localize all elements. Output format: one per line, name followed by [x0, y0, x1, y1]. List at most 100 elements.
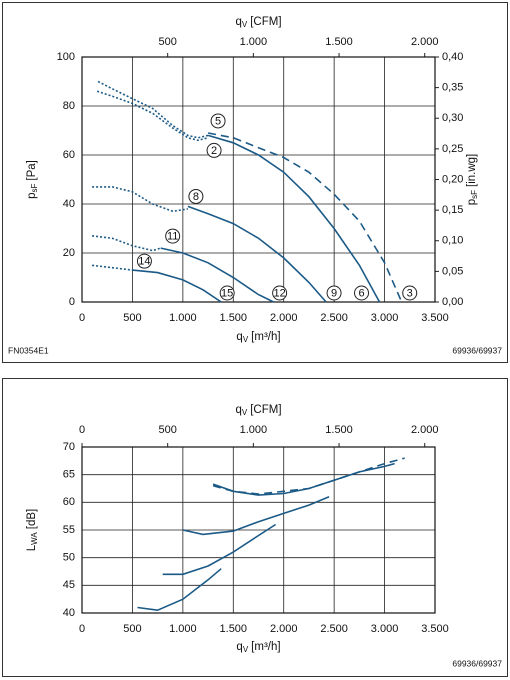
end-marker — [326, 285, 342, 301]
x2-tick-label: 1.500 — [325, 36, 353, 48]
series-line-dotted — [92, 235, 161, 252]
y2-tick-label: 0,35 — [442, 82, 463, 94]
y-tick-label: 65 — [63, 469, 75, 481]
x2-tick-label: 1.000 — [240, 424, 268, 436]
axis-title-unit: [Pa] — [26, 160, 38, 180]
x-tick-label: 1.000 — [169, 623, 197, 635]
series-line-dotted — [97, 80, 209, 139]
y-tick-label: 100 — [57, 51, 75, 63]
x-tick-label: 2.500 — [320, 623, 348, 635]
end-label: 6 — [358, 287, 364, 299]
series-line — [212, 462, 395, 496]
x2-tick-label: 2.000 — [411, 36, 439, 48]
series-marker — [188, 188, 204, 204]
x-tick-label: 0 — [79, 312, 85, 324]
axis-title-subscript: V — [243, 335, 249, 344]
note: 69936/69937 — [452, 345, 502, 355]
y-tick-label: 55 — [63, 524, 75, 536]
axis-title-symbol: p — [466, 199, 478, 205]
series-marker — [210, 113, 226, 129]
series-marker — [136, 253, 152, 269]
y2-tick-label: 0,10 — [442, 235, 463, 247]
series-name: 5 — [215, 115, 221, 127]
end-label: 3 — [407, 287, 413, 299]
series-line — [132, 269, 222, 303]
x-tick-label: 2.000 — [270, 623, 298, 635]
series-line-dotted — [92, 264, 133, 271]
x-tick-label: 3.000 — [371, 623, 399, 635]
x-tick-label: 2.000 — [270, 312, 298, 324]
end-label: 12 — [274, 287, 286, 299]
y-tick-label: 45 — [63, 579, 75, 591]
plot-frame — [81, 446, 436, 614]
note: FN0354E1 — [8, 345, 49, 355]
axis-title-unit: [in.wg] — [466, 154, 478, 187]
x-tick-label: 3.000 — [371, 312, 399, 324]
note: 69936/69937 — [452, 658, 502, 668]
x-tick-label: 2.500 — [320, 312, 348, 324]
y2-tick-label: 0,20 — [442, 173, 463, 185]
series-name: 2 — [211, 145, 217, 157]
series-marker — [206, 142, 222, 158]
x-tick-label: 3.500 — [421, 623, 449, 635]
y2-tick-label: 0,30 — [442, 112, 463, 124]
axis-title-symbol: q — [235, 16, 241, 28]
end-marker — [272, 285, 288, 301]
y-tick-label: 60 — [63, 149, 75, 161]
axis-title: qV [m³/h] — [236, 641, 280, 654]
panel-frame — [2, 2, 508, 363]
x2-tick-label: 2.000 — [411, 424, 439, 436]
axis-title-subscript: WA — [30, 532, 39, 545]
axis-title: LWA [dB] — [26, 509, 39, 551]
y-tick-label: 70 — [63, 441, 75, 453]
series-line — [137, 568, 222, 612]
y2-tick-label: 0,00 — [442, 296, 463, 308]
axis-title-unit: [CFM] — [250, 404, 281, 416]
end-label: 9 — [331, 287, 337, 299]
axis-title-subscript: sF — [30, 183, 39, 192]
series-marker — [165, 228, 181, 244]
x-tick-label: 1.000 — [169, 312, 197, 324]
y-tick-label: 50 — [63, 552, 75, 564]
y-tick-label: 20 — [63, 247, 75, 259]
y2-tick-label: 0,05 — [442, 265, 463, 277]
series-name: 14 — [138, 256, 150, 268]
x2-tick-label: 1.000 — [240, 36, 268, 48]
axis-title-subscript: V — [242, 408, 248, 417]
axis-title: qV [CFM] — [235, 404, 281, 417]
end-marker — [219, 285, 235, 301]
y-tick-label: 60 — [63, 496, 75, 508]
x-tick-label: 1.500 — [220, 623, 248, 635]
x2-tick-label: 500 — [158, 424, 176, 436]
series-line — [207, 132, 403, 303]
axis-title: qV [m³/h] — [236, 331, 280, 344]
axis-title-symbol: p — [26, 192, 38, 198]
series-line — [160, 247, 274, 303]
end-label: 15 — [221, 287, 233, 299]
series-line-dotted — [96, 90, 209, 142]
end-marker — [354, 285, 370, 301]
y-tick-label: 40 — [63, 198, 75, 210]
axis-title-symbol: L — [26, 544, 38, 551]
x-tick-label: 3.500 — [421, 312, 449, 324]
y2-tick-label: 0,40 — [442, 51, 463, 63]
axis-title: psF [Pa] — [26, 160, 39, 199]
y-tick-label: 40 — [63, 607, 75, 619]
series-name: 8 — [193, 191, 199, 203]
x-tick-label: 500 — [123, 623, 141, 635]
x-tick-label: 0 — [79, 623, 85, 635]
x2-tick-label: 500 — [158, 36, 176, 48]
series-line-dotted — [92, 186, 189, 213]
plot-frame — [81, 56, 436, 303]
series-line — [162, 523, 277, 576]
series-line — [207, 134, 381, 303]
y2-tick-label: 0,15 — [442, 204, 463, 216]
axis-title-unit: [m³/h] — [251, 641, 280, 653]
axis-title-unit: [m³/h] — [251, 331, 280, 343]
end-marker — [402, 285, 418, 301]
x2-tick-label: 1.500 — [325, 424, 353, 436]
series-line — [187, 205, 327, 303]
axis-title-symbol: q — [236, 331, 242, 343]
x2-tick-label: 0 — [79, 424, 85, 436]
